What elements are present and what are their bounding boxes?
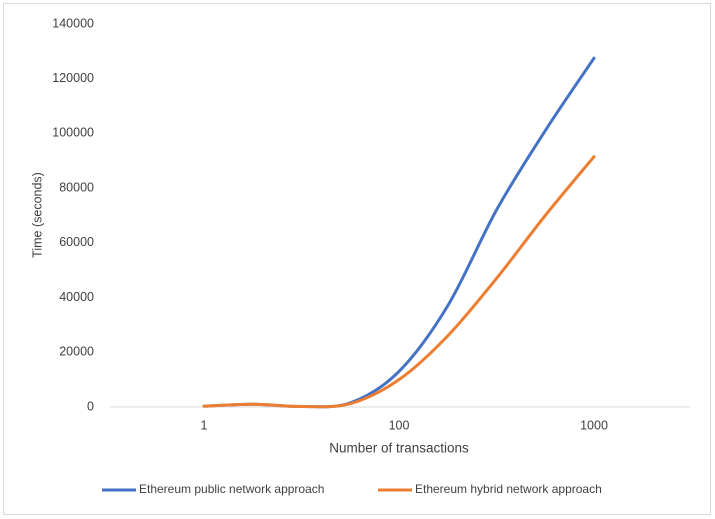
series-line <box>202 155 596 409</box>
y-tick-label: 100000 <box>52 126 94 140</box>
y-tick-label: 140000 <box>52 16 94 30</box>
x-tick-label: 100 <box>389 418 410 432</box>
x-tick-label: 1000 <box>580 418 608 432</box>
y-tick-label: 40000 <box>59 290 94 304</box>
legend: Ethereum public network approach Ethereum… <box>102 482 602 496</box>
legend-label: Ethereum public network approach <box>139 482 324 496</box>
y-axis-title: Time (seconds) <box>30 172 44 258</box>
legend-label: Ethereum hybrid network approach <box>415 482 602 496</box>
y-tick-label: 60000 <box>59 235 94 249</box>
y-tick-label: 20000 <box>59 345 94 359</box>
chart-border <box>3 3 711 515</box>
plot-area: 0 20000 40000 60000 80000 100000 120000 140000 1… <box>52 16 690 432</box>
x-tick-label: 1 <box>201 418 208 432</box>
y-tick-label: 0 <box>87 399 94 413</box>
y-tick-label: 80000 <box>59 180 94 194</box>
y-tick-label: 120000 <box>52 71 94 85</box>
x-axis-title: Number of transactions <box>329 441 469 456</box>
